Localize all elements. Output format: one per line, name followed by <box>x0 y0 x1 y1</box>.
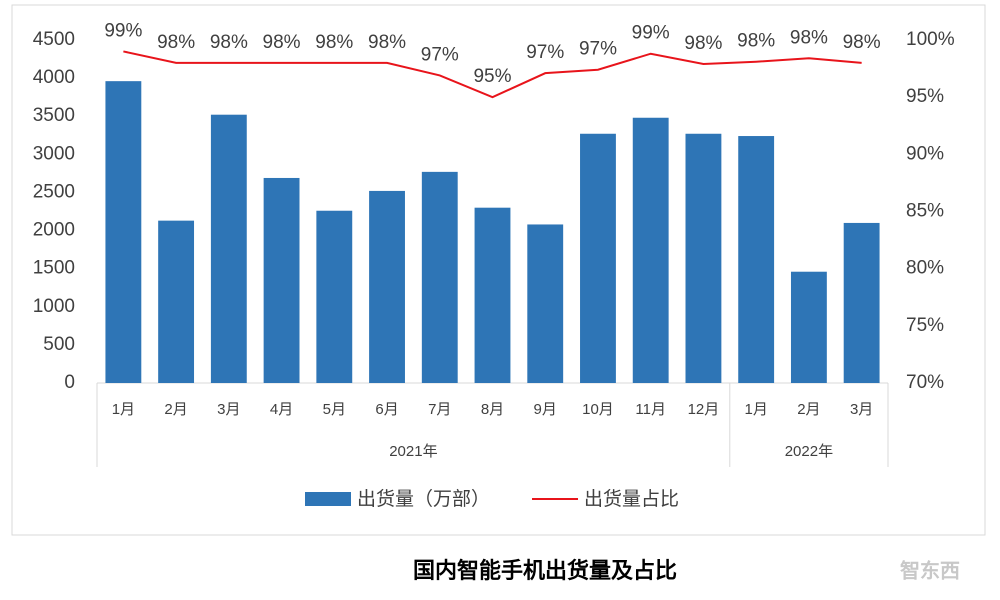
x-tick-label: 10月 <box>582 401 614 418</box>
x-group-label: 2021年 <box>389 443 437 460</box>
x-tick-label: 5月 <box>323 401 346 418</box>
x-tick-label: 12月 <box>688 401 720 418</box>
data-label: 98% <box>263 32 301 53</box>
x-tick-label: 3月 <box>850 401 873 418</box>
x-group-label: 2022年 <box>785 443 833 460</box>
y-tick-label: 4500 <box>33 29 75 50</box>
data-label: 98% <box>843 32 881 53</box>
x-tick-label: 4月 <box>270 401 293 418</box>
x-tick-label: 6月 <box>375 401 398 418</box>
bar <box>738 136 775 383</box>
y2-tick-label: 100% <box>906 29 955 50</box>
y2-tick-label: 70% <box>906 372 944 393</box>
chart-border <box>11 4 986 536</box>
data-label: 98% <box>684 33 722 54</box>
legend-label: 出货量（万部） <box>357 488 490 510</box>
bar <box>210 114 247 383</box>
y2-tick-label: 75% <box>906 315 944 336</box>
bar <box>316 210 353 383</box>
y-tick-label: 2000 <box>33 220 75 241</box>
legend-swatch <box>305 492 351 506</box>
y2-tick-label: 85% <box>906 201 944 222</box>
data-label: 98% <box>315 32 353 53</box>
data-label: 97% <box>526 42 564 63</box>
chart-title: 国内智能手机出货量及占比 <box>413 558 677 583</box>
bar <box>685 133 722 383</box>
line <box>123 50 862 99</box>
bar <box>158 220 195 383</box>
data-label: 98% <box>790 27 828 48</box>
y-tick-label: 3500 <box>33 105 75 126</box>
bar <box>369 190 405 383</box>
bar <box>632 117 669 383</box>
data-label: 95% <box>473 66 511 87</box>
x-tick-label: 1月 <box>744 401 767 418</box>
y-tick-label: 3000 <box>33 143 75 164</box>
y-tick-label: 1000 <box>33 296 75 317</box>
bar <box>474 207 511 383</box>
data-label: 98% <box>368 32 406 53</box>
y-tick-label: 0 <box>64 372 75 393</box>
data-label: 99% <box>104 20 142 41</box>
x-tick-label: 11月 <box>635 401 666 418</box>
x-tick-label: 1月 <box>112 401 135 418</box>
data-label: 97% <box>421 44 459 65</box>
bar <box>790 271 827 383</box>
y2-tick-label: 80% <box>906 258 944 279</box>
x-tick-label: 7月 <box>428 401 451 418</box>
y-tick-label: 500 <box>43 334 75 355</box>
y-tick-label: 2500 <box>33 181 75 202</box>
y2-tick-label: 95% <box>906 86 944 107</box>
x-tick-label: 8月 <box>481 401 504 418</box>
x-tick-label: 2月 <box>797 401 820 418</box>
y2-tick-label: 90% <box>906 143 944 164</box>
bar <box>843 222 880 383</box>
data-label: 98% <box>157 32 195 53</box>
bar <box>263 177 300 383</box>
y-tick-label: 1500 <box>33 258 75 279</box>
bar <box>527 224 564 383</box>
legend-label: 出货量占比 <box>584 488 679 510</box>
data-label: 98% <box>737 31 775 52</box>
bar <box>105 81 142 383</box>
data-label: 98% <box>210 32 248 53</box>
data-label: 97% <box>579 39 617 60</box>
x-tick-label: 9月 <box>534 401 557 418</box>
bar <box>580 133 616 383</box>
y-tick-label: 4000 <box>33 67 75 88</box>
bar <box>421 171 458 383</box>
watermark: 智东西 <box>900 558 960 582</box>
x-tick-label: 3月 <box>217 401 240 418</box>
data-label: 99% <box>632 23 670 44</box>
x-tick-label: 2月 <box>164 401 187 418</box>
